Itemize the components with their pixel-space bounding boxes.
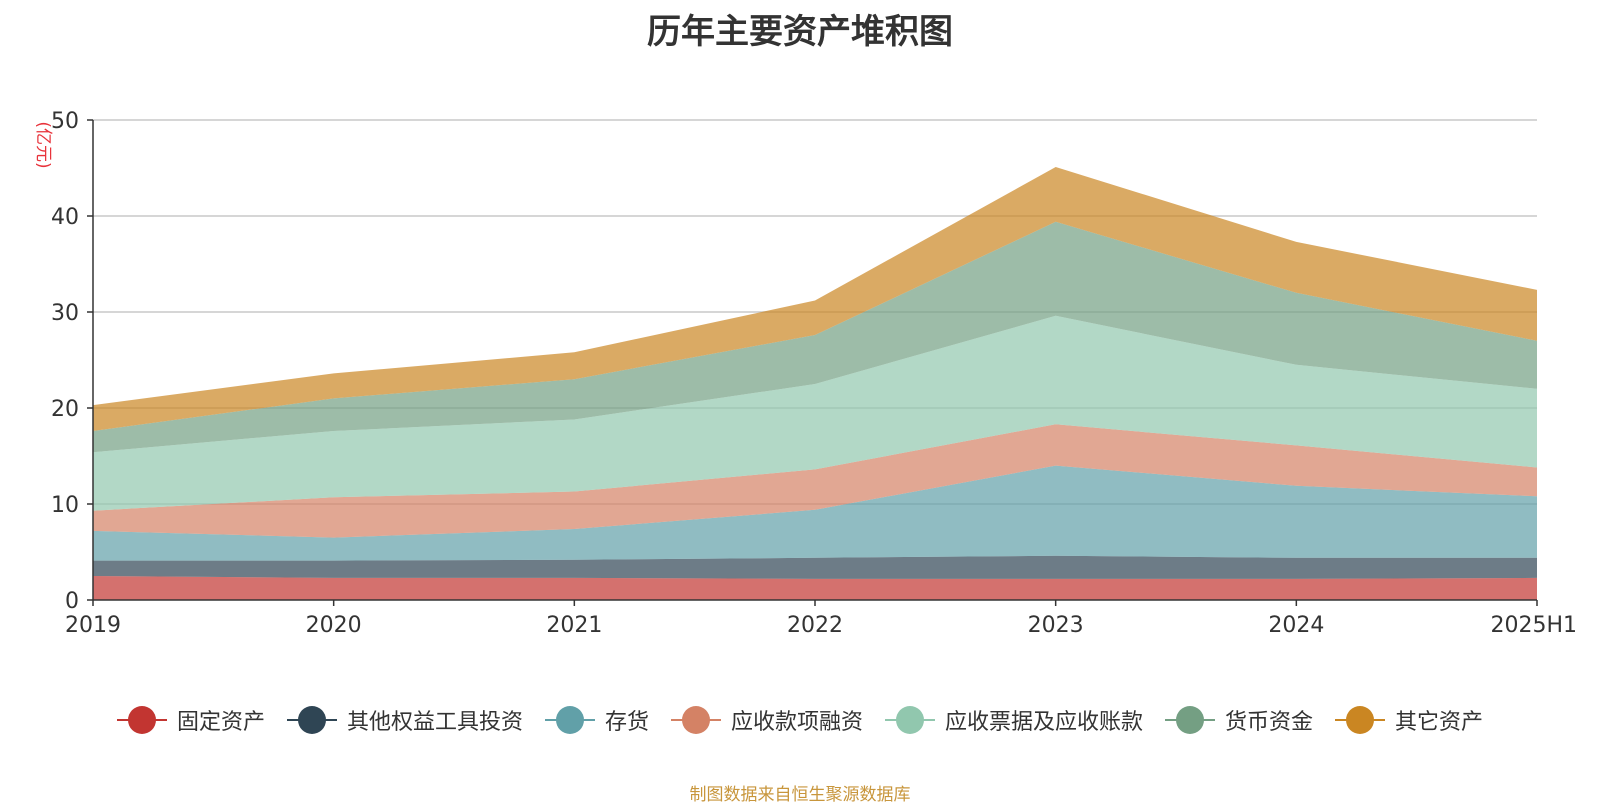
x-tick-label-2020: 2020 xyxy=(306,613,362,638)
area-series-1[interactable] xyxy=(93,555,1537,579)
x-tick-label-2025H1: 2025H1 xyxy=(1490,613,1577,638)
x-tick-label-2023: 2023 xyxy=(1028,613,1084,638)
legend-label: 存货 xyxy=(604,710,649,735)
y-tick-label-20: 20 xyxy=(51,397,79,422)
legend-label: 货币资金 xyxy=(1225,710,1314,735)
legend-label: 其它资产 xyxy=(1395,710,1484,735)
legend-item-3[interactable]: 应收款项融资 xyxy=(670,704,863,736)
legend-marker-icon xyxy=(1335,706,1386,734)
legend-marker-icon xyxy=(670,706,721,734)
y-tick-label-40: 40 xyxy=(51,205,79,230)
x-tick-label-2022: 2022 xyxy=(787,613,843,638)
legend-marker-icon xyxy=(544,706,595,734)
legend-marker-icon xyxy=(1165,706,1216,734)
chart-title: 历年主要资产堆积图 xyxy=(647,12,953,52)
area-series-4[interactable] xyxy=(93,315,1537,511)
y-axis-unit-label: (亿元) xyxy=(33,121,53,168)
area-series-2[interactable] xyxy=(93,465,1537,561)
legend-item-6[interactable]: 其它资产 xyxy=(1335,704,1483,736)
x-tick-label-2019: 2019 xyxy=(65,613,121,638)
legend-label: 应收票据及应收账款 xyxy=(945,710,1144,735)
axes: 0 10 20 30 40 50 2019 2020 2021 2022 2023 2024 2025H… xyxy=(51,109,1577,638)
legend-item-5[interactable]: 货币资金 xyxy=(1165,704,1313,736)
area-series-5[interactable] xyxy=(93,221,1537,453)
legend-label: 应收款项融资 xyxy=(730,710,863,735)
area-series-3[interactable] xyxy=(93,424,1537,538)
legend-label: 其他权益工具投资 xyxy=(346,710,523,735)
legend-label: 固定资产 xyxy=(176,710,265,735)
legend-item-4[interactable]: 应收票据及应收账款 xyxy=(885,704,1143,736)
y-tick-label-50: 50 xyxy=(51,109,79,134)
source-note: 制图数据来自恒生聚源数据库 xyxy=(689,785,911,805)
legend: 固定资产 其他权益工具投资 存货 应收款项融资 应收票据及应收账款 货币资金 其它资产 xyxy=(0,704,1600,736)
y-tick-label-30: 30 xyxy=(51,301,79,326)
legend-marker-icon xyxy=(116,706,167,734)
stacked-area-chart: 0 10 20 30 40 50 2019 2020 2021 2022 2023 2024 2025H… xyxy=(33,109,1577,638)
legend-item-2[interactable]: 存货 xyxy=(544,704,649,736)
x-tick-label-2024: 2024 xyxy=(1268,613,1324,638)
legend-item-1[interactable]: 其他权益工具投资 xyxy=(286,704,523,736)
area-series xyxy=(93,167,1537,600)
y-tick-label-0: 0 xyxy=(65,589,79,614)
legend-marker-icon xyxy=(286,706,337,734)
area-series-6[interactable] xyxy=(93,167,1537,431)
y-tick-label-10: 10 xyxy=(51,493,79,518)
x-tick-label-2021: 2021 xyxy=(546,613,602,638)
legend-item-0[interactable]: 固定资产 xyxy=(116,704,265,736)
legend-marker-icon xyxy=(885,706,935,734)
area-series-0[interactable] xyxy=(93,576,1537,600)
